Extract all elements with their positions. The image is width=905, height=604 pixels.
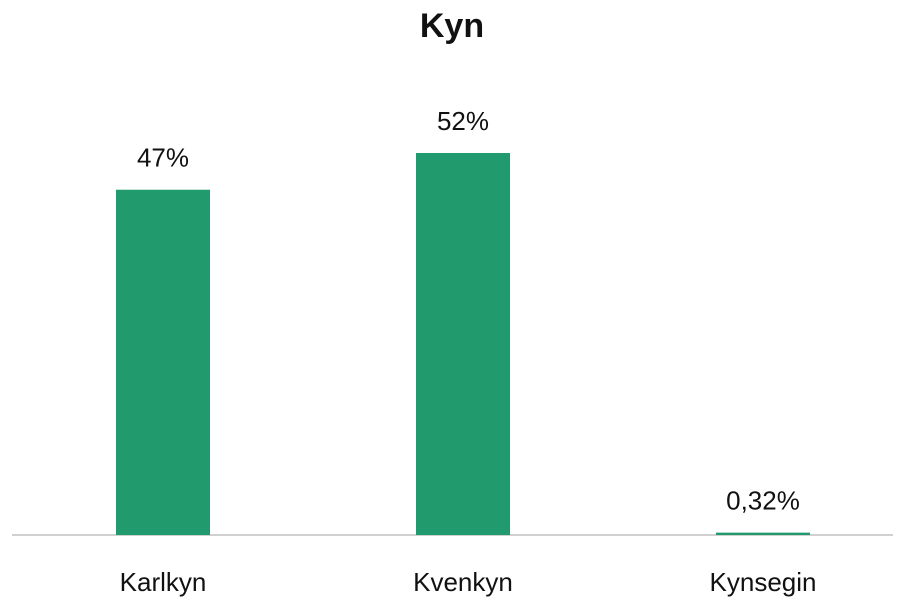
- chart-title: Kyn: [420, 7, 484, 45]
- x-tick-label: Kvenkyn: [413, 567, 513, 597]
- x-tick-label: Kynsegin: [710, 567, 817, 597]
- value-label: 52%: [437, 106, 489, 136]
- x-tick-label: Karlkyn: [120, 567, 207, 597]
- bar: [116, 189, 210, 535]
- value-label: 0,32%: [726, 486, 800, 516]
- bar: [416, 153, 510, 535]
- bar: [716, 532, 810, 535]
- value-label: 47%: [137, 143, 189, 173]
